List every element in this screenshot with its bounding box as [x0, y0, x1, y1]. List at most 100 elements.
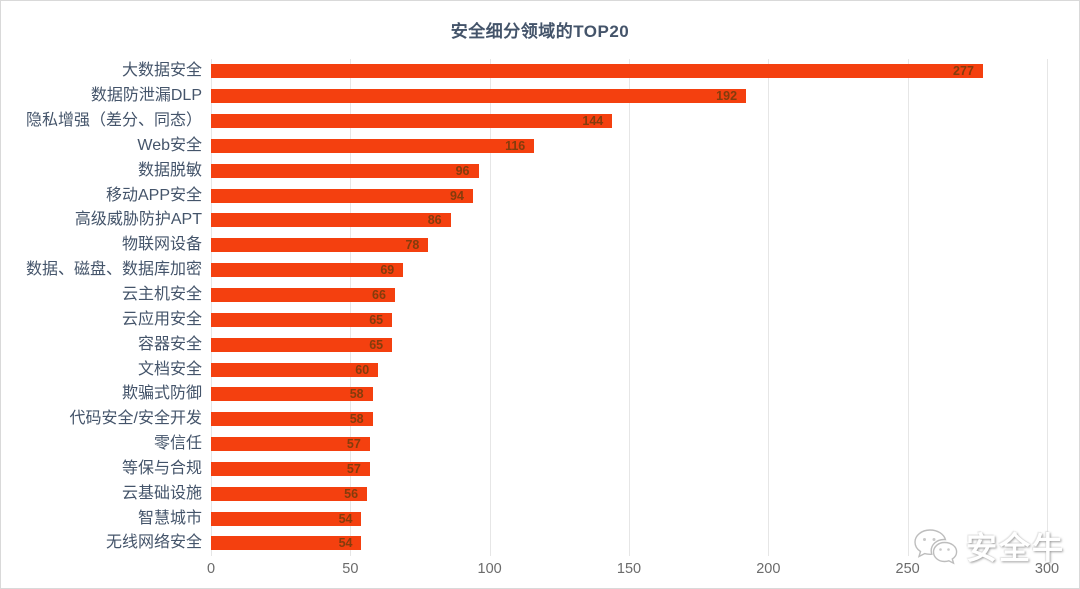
value-label: 57: [346, 461, 361, 476]
category-label: 云应用安全: [121, 310, 202, 328]
category-label: Web安全: [137, 136, 202, 154]
bars-container: 大数据安全 277 数据防泄漏DLP 192 隐私增强（差分、同态） 144 Web安全 11…: [26, 59, 1047, 556]
value-label: 192: [716, 89, 738, 104]
category-label: 容器安全: [137, 335, 202, 353]
bar-row: 数据脱敏 96: [138, 158, 1047, 183]
category-label: 欺骗式防御: [121, 385, 202, 403]
bar-row: 隐私增强（差分、同态） 144: [26, 109, 1047, 134]
category-label: 等保与合规: [121, 459, 202, 477]
bar: 192: [211, 89, 747, 104]
bar-row: 云应用安全 65: [122, 307, 1047, 332]
bar-row: 容器安全 65: [138, 332, 1047, 357]
category-label: 数据、磁盘、数据库加密: [25, 261, 202, 279]
value-label: 56: [344, 486, 359, 501]
bar: 58: [211, 387, 373, 402]
watermark-text: 安全牛: [966, 531, 1065, 566]
x-axis-tick-label: 300: [1034, 561, 1060, 577]
bar: 69: [211, 262, 404, 278]
category-label: 智慧城市: [137, 509, 202, 527]
gridline: [629, 59, 630, 556]
category-label: 隐私增强（差分、同态）: [25, 112, 202, 130]
value-label: 144: [582, 113, 604, 128]
value-label: 277: [953, 64, 974, 79]
bar-row: 零信任 57: [154, 432, 1047, 457]
bar-row: 云基础设施 56: [122, 481, 1047, 506]
value-label: 66: [372, 287, 386, 302]
category-label: 代码安全/安全开发: [69, 410, 202, 428]
bar-row: 移动APP安全 94: [106, 183, 1047, 208]
bar: 116: [211, 138, 535, 153]
bar-row: 无线网络安全 54: [106, 531, 1047, 556]
bar: 277: [211, 64, 983, 79]
value-label: 94: [450, 188, 464, 203]
bar: 96: [211, 163, 479, 178]
gridline: [489, 59, 491, 556]
bar: 57: [211, 437, 370, 452]
bar-row: 云主机安全 66: [122, 283, 1047, 308]
bar-row: 大数据安全 277: [122, 59, 1047, 84]
watermark: 安全牛: [912, 523, 1065, 568]
value-label: 58: [349, 387, 364, 402]
bar: 54: [211, 536, 362, 551]
bar: 56: [211, 486, 368, 501]
bar-row: 代码安全/安全开发 58: [70, 407, 1047, 432]
value-label: 54: [338, 536, 353, 551]
wechat-icon: [912, 527, 958, 565]
x-axis-tick-label: 0: [206, 561, 216, 577]
gridline: [211, 59, 212, 556]
category-label: 数据防泄漏DLP: [90, 87, 202, 105]
category-label: 文档安全: [137, 360, 202, 378]
category-label: 零信任: [153, 435, 202, 453]
category-label: 无线网络安全: [105, 534, 202, 552]
bar: 54: [211, 511, 362, 526]
chart-title: 安全细分领域的TOP20: [450, 22, 630, 41]
value-label: 78: [405, 238, 420, 253]
bar-row: 物联网设备 78: [122, 233, 1047, 258]
value-label: 58: [349, 411, 364, 426]
gridline: [1047, 59, 1048, 556]
x-axis-tick-label: 250: [895, 561, 920, 577]
bar-row: 数据、磁盘、数据库加密 69: [26, 258, 1047, 283]
bar: 58: [211, 411, 373, 427]
category-label: 物联网设备: [121, 236, 202, 254]
gridline: [768, 59, 770, 556]
value-label: 54: [338, 511, 353, 526]
x-axis-tick-label: 50: [342, 561, 359, 577]
bar: 66: [211, 287, 395, 303]
value-label: 65: [369, 312, 384, 327]
x-axis-tick-label: 150: [616, 561, 642, 577]
bar-row: 高级威胁防护APT 86: [75, 208, 1047, 233]
category-label: 云主机安全: [121, 286, 202, 304]
bar-row: 数据防泄漏DLP 192: [91, 84, 1047, 109]
bar: 60: [211, 362, 379, 377]
bar: 65: [211, 312, 393, 327]
x-axis-tick-label: 100: [477, 561, 502, 577]
bar: 78: [211, 238, 429, 253]
bar: 94: [211, 188, 473, 203]
bar-row: 欺骗式防御 58: [122, 382, 1047, 407]
bar: 86: [211, 213, 451, 228]
plot-area: 大数据安全 277 数据防泄漏DLP 192 隐私增强（差分、同态） 144 Web安全 11…: [26, 59, 1048, 556]
category-label: 云基础设施: [121, 484, 202, 502]
value-label: 60: [355, 362, 370, 377]
bar-row: 智慧城市 54: [138, 506, 1047, 531]
bar-row: Web安全 116: [137, 134, 1047, 159]
bar: 57: [211, 461, 370, 476]
gridline: [907, 59, 909, 556]
gridline: [350, 59, 352, 556]
value-label: 116: [505, 138, 526, 153]
value-label: 69: [380, 262, 395, 277]
category-label: 数据脱敏: [137, 161, 202, 179]
value-label: 86: [427, 213, 442, 228]
bar-row: 等保与合规 57: [122, 457, 1047, 482]
bar: 65: [211, 337, 393, 352]
x-axis-tick-label: 200: [756, 561, 781, 577]
value-label: 65: [369, 337, 384, 352]
category-label: 移动APP安全: [105, 186, 202, 204]
bar-row: 文档安全 60: [138, 357, 1047, 382]
category-label: 高级威胁防护APT: [74, 211, 202, 229]
x-axis: 0 50 100 150 200 250 300: [207, 561, 1059, 583]
bar: 144: [211, 113, 613, 129]
category-label: 大数据安全: [121, 62, 202, 80]
